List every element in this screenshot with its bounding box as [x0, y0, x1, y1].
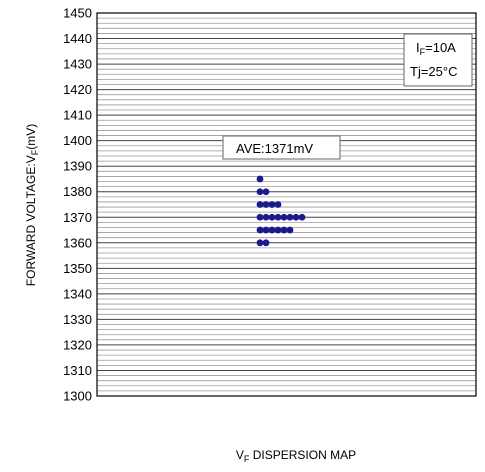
y-tick-label: 1370	[63, 210, 92, 225]
data-point	[262, 213, 270, 221]
data-point	[274, 201, 282, 208]
y-tick-label: 1380	[63, 184, 92, 199]
data-point	[286, 226, 294, 234]
current-condition-label: IF=10A	[416, 40, 456, 57]
y-tick-label: 1450	[63, 6, 92, 21]
y-tick-label: 1350	[63, 261, 92, 276]
conditions-box: IF=10A Tj=25°C	[403, 33, 473, 87]
temperature-condition-label: Tj=25°C	[410, 64, 457, 79]
y-tick-label: 1440	[63, 31, 92, 46]
y-tick-label: 1420	[63, 82, 92, 97]
data-point	[256, 201, 264, 208]
data-point	[280, 213, 288, 221]
data-point	[256, 188, 264, 196]
data-point	[298, 213, 306, 221]
y-tick-label: 1400	[63, 133, 92, 148]
average-box: AVE:1371mV	[222, 135, 341, 160]
y-tick-label: 1330	[63, 312, 92, 327]
data-point	[256, 175, 264, 183]
plot-frame	[96, 12, 477, 397]
conditions-box-frame	[403, 33, 473, 87]
data-point	[262, 188, 270, 196]
data-point	[256, 213, 264, 221]
data-point	[286, 213, 294, 221]
y-axis-label: FORWARD VOLTAGE:VF(mV)	[24, 124, 40, 286]
x-axis-label: VF DISPERSION MAP	[236, 448, 356, 464]
y-tick-label: 1340	[63, 286, 92, 301]
average-label: AVE:1371mV	[236, 141, 313, 156]
y-tick-label: 1300	[63, 389, 92, 404]
data-point	[256, 239, 264, 247]
data-point	[262, 226, 270, 234]
data-point	[262, 239, 270, 247]
data-point	[274, 213, 282, 221]
data-point	[274, 226, 282, 234]
data-point	[280, 226, 288, 234]
y-tick-label: 1320	[63, 337, 92, 352]
grid-lines	[97, 12, 476, 397]
y-tick-label: 1310	[63, 363, 92, 378]
average-box-frame	[222, 135, 341, 160]
data-point	[256, 226, 264, 234]
data-point	[268, 213, 276, 221]
data-point	[292, 213, 300, 221]
data-point	[268, 226, 276, 234]
y-axis-tick-labels: 1300 1310 1320 1330 1340 1350 1360 1370 1380 1390…	[63, 6, 92, 404]
y-tick-label: 1360	[63, 235, 92, 250]
data-point	[268, 201, 276, 208]
y-tick-label: 1390	[63, 159, 92, 174]
data-point	[262, 201, 270, 208]
y-tick-label: 1410	[63, 108, 92, 123]
data-points	[256, 175, 306, 247]
y-tick-label: 1430	[63, 57, 92, 72]
